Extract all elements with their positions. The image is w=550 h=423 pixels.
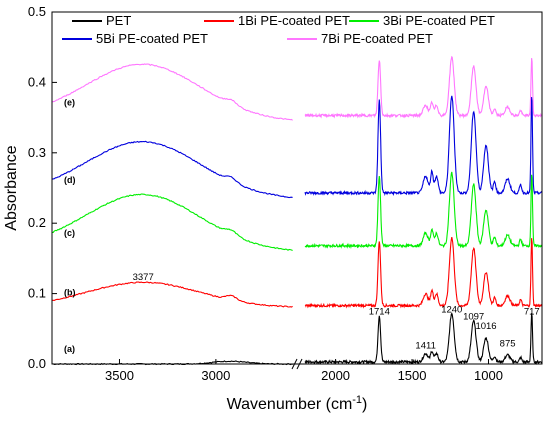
peak-label-6: 875 [500, 338, 516, 349]
y-tick-label-5: 0.5 [28, 4, 46, 19]
x-tick-label-0: 3500 [105, 368, 134, 383]
legend-label-1: 1Bi PE-coated PET [238, 13, 350, 28]
series-line-3-segment-0 [51, 140, 293, 199]
legend: PET 1Bi PE-coated PET 3Bi PE-coated PET 5Bi… [62, 13, 495, 46]
curve-label-3: (d) [64, 175, 76, 185]
peak-label-4: 1097 [463, 312, 484, 323]
peak-label-7: 717 [524, 307, 540, 318]
x-axis-title: Wavenumber (cm-1) [227, 394, 368, 413]
curve-label-0: (a) [64, 344, 75, 354]
legend-label-3: 5Bi PE-coated PET [96, 31, 208, 46]
x-axis-title-close: ) [362, 396, 367, 413]
series-line-3-segment-1 [304, 95, 543, 197]
x-tick-label-4: 1000 [474, 368, 503, 383]
curve-label-1: (b) [64, 288, 76, 298]
y-tick-label-3: 0.3 [28, 145, 46, 160]
y-tick-label-0: 0.0 [28, 356, 46, 371]
peak-label-1: 1714 [369, 307, 390, 318]
y-axis-title: Absorbance [3, 145, 20, 230]
legend-label-4: 7Bi PE-coated PET [321, 31, 433, 46]
break-gap [294, 13, 304, 363]
x-tick-label-1: 3000 [201, 368, 230, 383]
legend-label-2: 3Bi PE-coated PET [383, 13, 495, 28]
x-tick-label-2: 2000 [321, 368, 350, 383]
axis-break [291, 13, 304, 370]
y-tick-label-1: 0.1 [28, 286, 46, 301]
series-line-2-segment-0 [52, 193, 293, 252]
x-axis-title-main: Wavenumber (cm [227, 396, 353, 413]
y-tick-label-4: 0.4 [28, 74, 46, 89]
peak-label-0: 3377 [133, 272, 154, 283]
plot-frame [51, 11, 543, 365]
axes: 0.0 0.1 0.2 0.3 0.4 0.5 3500 3000 2000 1500 1000 [28, 4, 503, 383]
series-line-1-segment-1 [304, 236, 543, 309]
series-line-0-segment-1 [304, 312, 543, 366]
legend-label-0: PET [106, 13, 131, 28]
series-line-1-segment-0 [52, 281, 293, 308]
series-line-4-segment-1 [304, 55, 542, 119]
x-axis-title-superscript: -1 [352, 394, 362, 406]
curve-label-4: (e) [64, 98, 75, 108]
spectra-curves [51, 55, 543, 366]
x-tick-label-3: 1500 [398, 368, 427, 383]
peak-label-5: 1016 [475, 321, 496, 332]
y-tick-label-2: 0.2 [28, 215, 46, 230]
peak-label-3: 1240 [441, 305, 462, 316]
curve-label-2: (c) [64, 228, 75, 238]
peak-label-2: 1411 [415, 341, 435, 352]
series-line-4-segment-0 [51, 63, 293, 121]
series-line-2-segment-1 [304, 171, 543, 249]
